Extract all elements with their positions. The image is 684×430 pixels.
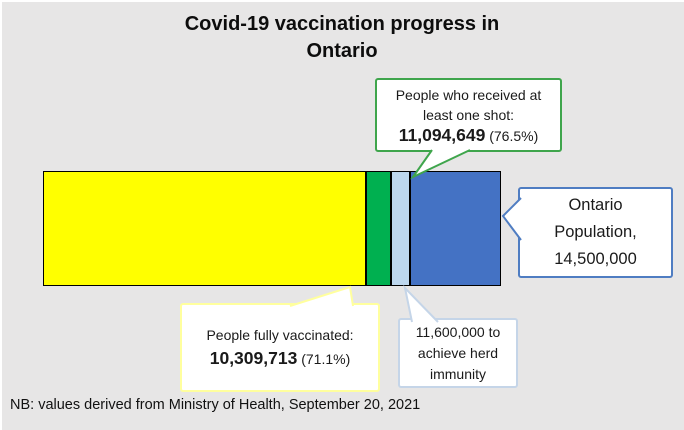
fully-vaccinated-value: 10,309,713	[209, 348, 298, 368]
one-shot-percent: (76.5%)	[485, 127, 539, 144]
bar-segment-fully-vaccinated	[43, 171, 366, 286]
callout-fully-line1: People fully vaccinated:	[206, 327, 354, 343]
chart-title: Covid-19 vaccination progress in Ontario	[0, 11, 684, 65]
callout-fully-vaccinated: People fully vaccinated: 10,309,713 (71.…	[180, 303, 380, 392]
callout-herd-immunity: 11,600,000 to achieve herd immunity	[398, 318, 518, 388]
fully-vaccinated-percent: (71.1%)	[297, 351, 351, 367]
chart-title-line2: Ontario	[306, 40, 378, 62]
callout-fully-value-line: 10,309,713 (71.1%)	[210, 347, 351, 371]
callout-one-shot-value-line: 11,094,649 (76.5%)	[399, 125, 539, 146]
callout-ontario-population: Ontario Population, 14,500,000	[518, 187, 673, 278]
callout-one-shot: People who received at least one shot: 1…	[375, 78, 562, 152]
population-line2: Population,	[554, 223, 637, 241]
chart-title-line1: Covid-19 vaccination progress in	[184, 13, 500, 35]
population-line1: Ontario	[568, 196, 623, 214]
stacked-bar	[43, 171, 501, 286]
one-shot-value: 11,094,649	[398, 124, 486, 145]
source-note: NB: values derived from Ministry of Heal…	[10, 397, 421, 413]
bar-segment-herd-immunity	[391, 171, 410, 286]
herd-immunity-callout-tail	[403, 284, 439, 323]
bar-segment-one-shot	[366, 171, 391, 286]
callout-one-shot-line1: People who received at	[395, 86, 542, 103]
herd-line3: immunity	[429, 365, 486, 382]
callout-one-shot-line2: least one shot:	[422, 106, 515, 123]
herd-line1: 11,600,000 to	[415, 323, 501, 340]
bar-segment-total-population	[410, 171, 501, 286]
population-line3: 14,500,000	[554, 250, 637, 268]
herd-line2: achieve herd	[417, 344, 499, 361]
